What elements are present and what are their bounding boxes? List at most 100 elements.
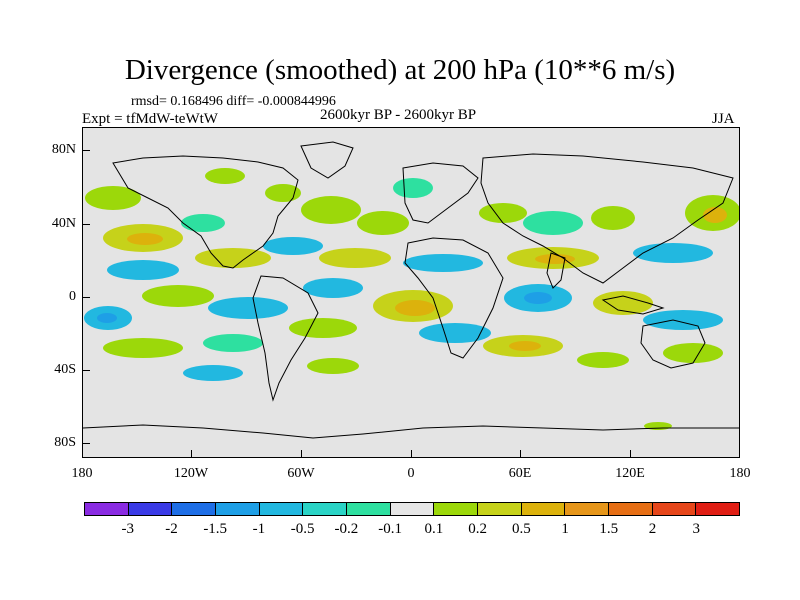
colorbar-tick-label: 1 xyxy=(561,521,569,537)
colorbar-tick-label: 3 xyxy=(692,521,701,537)
div-blob xyxy=(265,184,301,202)
y-axis-label-40n: 40N xyxy=(51,216,76,231)
coastlines xyxy=(83,141,739,439)
x-axis-label-120e: 120E xyxy=(615,466,645,481)
div-blob xyxy=(419,323,491,343)
colorbar-tick-label: -2 xyxy=(165,521,178,537)
colorbar-swatch xyxy=(609,503,653,515)
div-blob xyxy=(703,207,727,223)
div-blob xyxy=(593,291,653,315)
div-blob xyxy=(395,300,435,316)
colorbar-swatch xyxy=(696,503,740,515)
div-blob xyxy=(393,178,433,198)
colorbar-swatch xyxy=(390,503,435,515)
div-blob xyxy=(479,203,527,223)
y-axis-label-0: 0 xyxy=(69,289,76,304)
divergence-field-map xyxy=(83,141,739,439)
div-blob xyxy=(633,243,713,263)
div-blob xyxy=(509,341,541,351)
rmsd-diff-stats: rmsd= 0.168496 diff= -0.000844996 xyxy=(131,94,336,109)
div-blob xyxy=(535,254,575,264)
div-blob xyxy=(103,338,183,358)
div-blob xyxy=(183,365,243,381)
antarctica-coastline xyxy=(83,424,739,439)
x-axis-label-60w: 60W xyxy=(287,466,315,481)
y-tick xyxy=(82,224,90,225)
div-blob xyxy=(107,260,179,280)
colorbar-swatch xyxy=(259,503,304,515)
y-tick xyxy=(82,443,90,444)
colorbar-tick-label: 0.1 xyxy=(424,521,444,537)
div-blob xyxy=(591,206,635,230)
europe-coastline xyxy=(402,162,479,224)
colorbar xyxy=(84,502,740,516)
indonesia-coastline xyxy=(601,295,665,315)
comparison-label: 2600kyr BP - 2600kyr BP xyxy=(320,107,477,123)
x-tick xyxy=(520,450,521,458)
div-blob xyxy=(263,237,323,255)
season-label: JJA xyxy=(712,111,735,127)
div-blob xyxy=(203,334,263,352)
colorbar-tick-label: -0.5 xyxy=(290,521,315,537)
colorbar-swatch xyxy=(303,503,348,515)
colorbar-tick-label: -1.5 xyxy=(203,521,228,537)
colorbar-tick-label: -0.2 xyxy=(334,521,359,537)
colorbar-tick-label: 0.2 xyxy=(468,521,487,537)
greenland-coastline xyxy=(300,141,354,179)
colorbar-swatch xyxy=(172,503,217,515)
africa-coastline xyxy=(404,237,504,359)
div-blob xyxy=(577,352,629,368)
x-tick xyxy=(630,450,631,458)
y-axis-label-80n: 80N xyxy=(51,142,76,157)
y-tick xyxy=(82,370,90,371)
colorbar-tick-label: 1.5 xyxy=(599,521,619,537)
colorbar-swatch xyxy=(85,503,129,515)
colorbar-swatch xyxy=(128,503,173,515)
div-blob xyxy=(523,211,583,235)
colorbar-swatch xyxy=(565,503,610,515)
colorbar-swatch xyxy=(347,503,391,515)
y-tick xyxy=(82,150,90,151)
colorbar-tick-label: -3 xyxy=(121,521,134,537)
div-blob xyxy=(303,278,363,298)
map-plot-area xyxy=(82,127,740,458)
div-blob xyxy=(208,297,288,319)
div-blob xyxy=(357,211,409,235)
div-blob xyxy=(127,233,163,245)
colorbar-swatch xyxy=(652,503,697,515)
north-america-coastline xyxy=(112,155,299,269)
div-blob xyxy=(319,248,391,268)
x-tick xyxy=(301,450,302,458)
div-blob xyxy=(85,186,141,210)
divergence-contours xyxy=(84,168,739,430)
map-title: Divergence (smoothed) at 200 hPa (10**6 … xyxy=(124,54,676,86)
south-america-coastline xyxy=(252,275,319,402)
div-blob xyxy=(524,292,552,304)
experiment-label: Expt = tfMdW-teWtW xyxy=(82,111,218,127)
australia-coastline xyxy=(640,319,706,369)
div-blob xyxy=(195,248,271,268)
div-blob xyxy=(301,196,361,224)
x-axis-label-0: 0 xyxy=(407,466,415,481)
x-axis-label-180-west: 180 xyxy=(71,466,93,481)
div-blob xyxy=(307,358,359,374)
colorbar-tick-label: -1 xyxy=(252,521,266,537)
div-blob xyxy=(643,310,723,330)
y-tick xyxy=(82,297,90,298)
div-blob xyxy=(403,254,483,272)
x-axis-label-180-east: 180 xyxy=(729,466,751,481)
div-blob xyxy=(289,318,357,338)
colorbar-tick-label: -0.1 xyxy=(378,521,402,537)
x-tick xyxy=(411,450,412,458)
div-blob xyxy=(181,214,225,232)
colorbar-tick-label: 2 xyxy=(648,521,657,537)
colorbar-swatch xyxy=(434,503,479,515)
div-blob xyxy=(97,313,117,323)
div-blob xyxy=(205,168,245,184)
india-coastline xyxy=(546,252,566,289)
div-blob xyxy=(663,343,723,363)
colorbar-swatch xyxy=(216,503,260,515)
x-tick xyxy=(191,450,192,458)
asia-coastline xyxy=(480,153,734,284)
x-axis-label-60e: 60E xyxy=(508,466,532,481)
